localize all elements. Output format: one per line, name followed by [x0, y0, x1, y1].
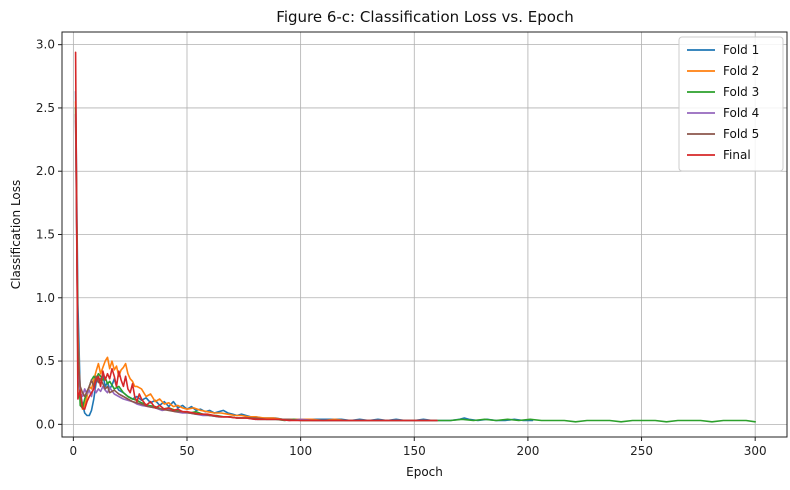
x-tick-label: 300 [744, 444, 767, 458]
x-axis-label: Epoch [406, 465, 443, 479]
y-tick-label: 3.0 [36, 38, 55, 52]
legend-label: Fold 5 [723, 127, 759, 141]
legend-label: Fold 4 [723, 106, 759, 120]
legend: Fold 1 Fold 2 Fold 3 Fold 4 Fold 5 Final [678, 36, 784, 172]
x-tick-label: 0 [70, 444, 78, 458]
y-tick-label: 2.5 [36, 101, 55, 115]
x-tick-label: 50 [179, 444, 194, 458]
legend-label: Final [723, 148, 751, 162]
series-lines [74, 51, 757, 423]
x-tick-label: 200 [516, 444, 539, 458]
y-tick-label: 1.0 [36, 291, 55, 305]
series-line-fold-2 [74, 100, 438, 422]
x-tick-label: 250 [630, 444, 653, 458]
y-tick-label: 1.5 [36, 228, 55, 242]
legend-label: Fold 3 [723, 85, 759, 99]
y-tick-label: 2.0 [36, 164, 55, 178]
y-axis-label: Classification Loss [9, 180, 23, 290]
legend-label: Fold 2 [723, 64, 759, 78]
x-tick-label: 150 [403, 444, 426, 458]
x-tick-label: 100 [289, 444, 312, 458]
y-tick-label: 0.5 [36, 354, 55, 368]
series-line-final [74, 51, 438, 422]
grid [62, 32, 787, 437]
chart-title: Figure 6-c: Classification Loss vs. Epoc… [276, 8, 573, 26]
axis-ticks: 0 50 100 150 200 250 300 0.0 0.5 1.0 1.5 2.0 2.5 3.0 [36, 38, 767, 458]
y-tick-label: 0.0 [36, 417, 55, 431]
legend-label: Fold 1 [723, 43, 759, 57]
